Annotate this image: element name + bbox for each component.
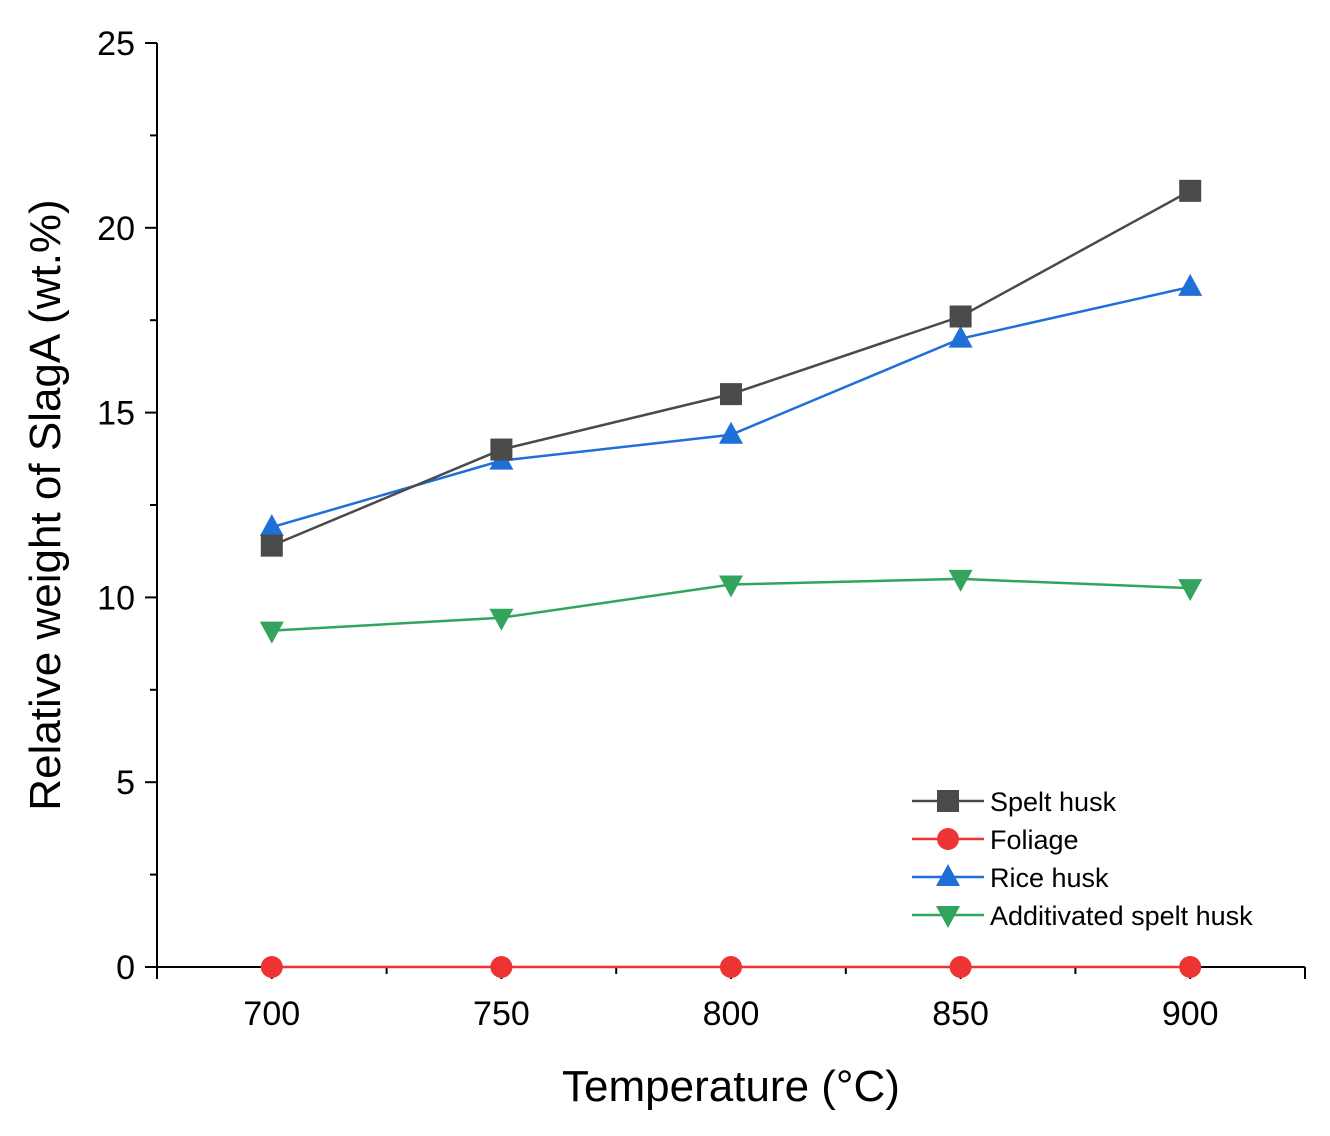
series-line (271, 189, 1191, 547)
y-tick-label: 15 (97, 395, 135, 433)
data-point (949, 305, 972, 328)
series-spelt-husk (260, 179, 1202, 557)
data-point (259, 621, 284, 644)
y-axis-title: Relative weight of SlagA (wt.%) (21, 199, 70, 810)
x-axis-title: Temperature (°C) (562, 1062, 900, 1111)
data-point (948, 569, 973, 592)
data-point (1178, 579, 1203, 602)
legend-item: Additivated spelt husk (912, 901, 1253, 931)
y-tick-label: 25 (97, 25, 135, 63)
y-tick-label: 0 (116, 949, 135, 987)
data-point (490, 956, 513, 978)
x-tick-label: 900 (1162, 995, 1219, 1033)
legend: Spelt husk Foliage Rice husk Additivated sp… (912, 787, 1253, 931)
y-tick-label: 20 (97, 210, 135, 248)
legend-label: Foliage (990, 825, 1079, 855)
y-tick-label: 5 (116, 764, 135, 802)
legend-marker (937, 790, 959, 812)
data-point (719, 575, 743, 598)
legend-marker (937, 828, 959, 850)
axes: 700 750 800 850 900 0 5 10 15 20 25 (97, 25, 1306, 1033)
data-point (260, 956, 283, 978)
data-point (260, 534, 283, 557)
series-foliage (260, 956, 1202, 978)
x-tick-label: 800 (703, 995, 760, 1033)
series-layer (259, 179, 1203, 978)
data-point (949, 956, 972, 978)
legend-item: Rice husk (912, 863, 1109, 893)
series-line (271, 285, 1191, 529)
data-point (719, 421, 743, 444)
legend-item: Spelt husk (912, 787, 1117, 817)
legend-item: Foliage (912, 825, 1079, 855)
data-point (1179, 956, 1202, 978)
data-point (1179, 179, 1202, 202)
data-point (259, 514, 284, 537)
data-point (948, 325, 973, 348)
data-point (1178, 273, 1203, 296)
legend-marker (936, 864, 960, 886)
data-point (720, 956, 742, 978)
x-tick-label: 850 (932, 995, 989, 1033)
x-tick-label: 700 (243, 995, 300, 1033)
data-point (490, 438, 513, 461)
data-point (720, 383, 742, 406)
x-tick-label: 750 (473, 995, 530, 1033)
legend-label: Rice husk (990, 863, 1109, 893)
data-point (489, 608, 514, 631)
legend-label: Additivated spelt husk (990, 901, 1253, 931)
series-additivated-spelt-husk (259, 569, 1203, 644)
y-tick-label: 10 (97, 579, 135, 617)
legend-label: Spelt husk (990, 787, 1117, 817)
legend-marker (936, 906, 960, 928)
